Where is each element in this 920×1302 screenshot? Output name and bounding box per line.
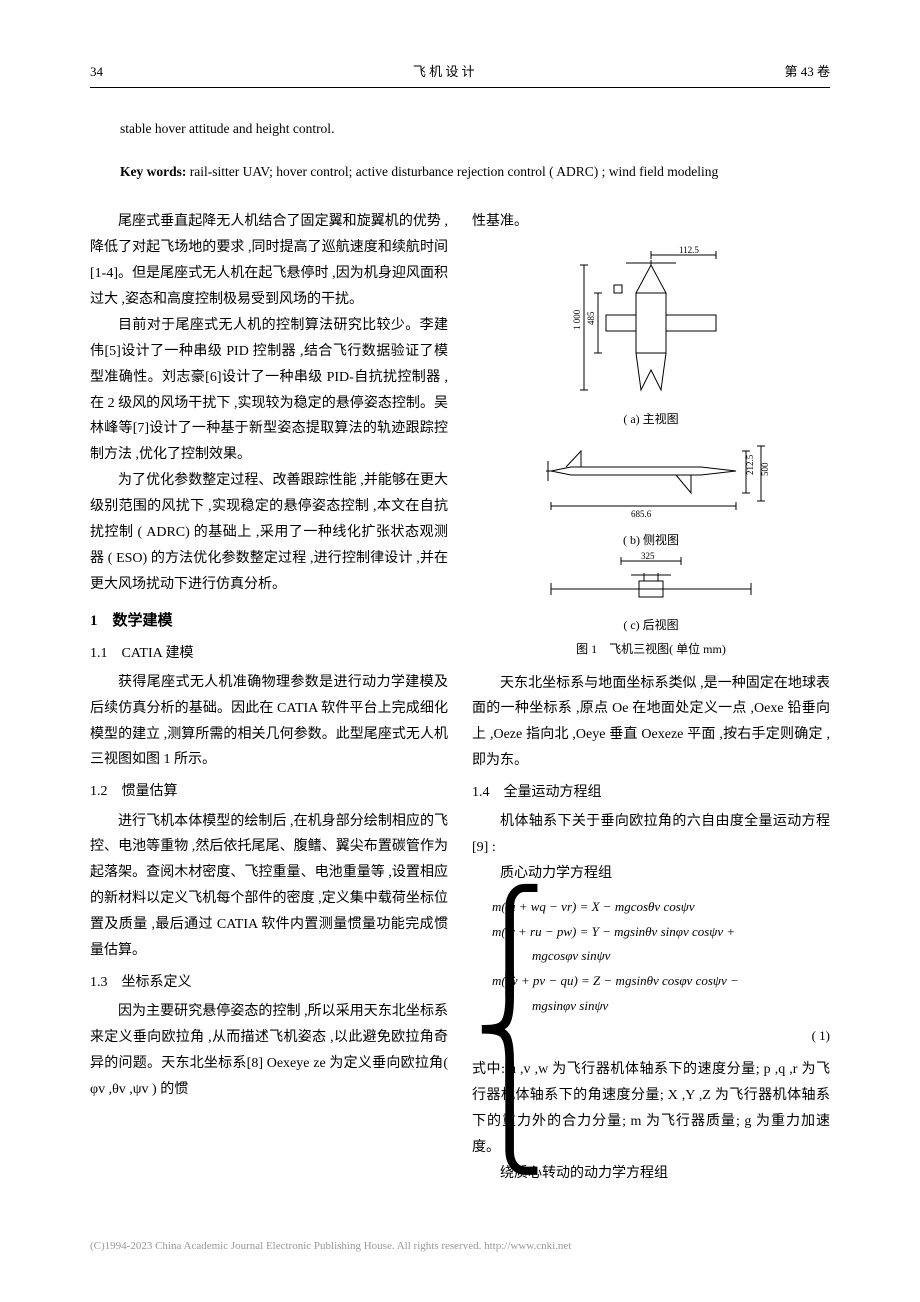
eq1-number: ( 1) [812, 1024, 830, 1049]
keywords-text: rail-sitter UAV; hover control; active d… [186, 164, 718, 179]
journal-title: 飞 机 设 计 [413, 60, 475, 83]
section-1-3-p: 因为主要研究悬停姿态的控制 ,所以采用天东北坐标系来定义垂向欧拉角 ,从而描述飞… [90, 999, 448, 1103]
section-1-4-p1: 机体轴系下关于垂向欧拉角的六自由度全量运动方程[9] : [472, 809, 830, 861]
section-1-title: 1 数学建模 [90, 608, 448, 635]
dim-bottom-b: 685.6 [631, 509, 652, 519]
section-1-4-p2: 质心动力学方程组 [472, 861, 830, 887]
keywords-label: Key words: [120, 164, 186, 179]
abstract-continuation: stable hover attitude and height control… [90, 118, 830, 141]
page-footer: (C)1994-2023 China Academic Journal Elec… [90, 1237, 830, 1257]
figure-1a-svg: 112.5 1 000 485 [536, 245, 766, 405]
page-header: 34 飞 机 设 计 第 43 卷 [90, 60, 830, 88]
right-p1: 天东北坐标系与地面坐标系类似 ,是一种固定在地球表面的一种坐标系 ,原点 Oe … [472, 671, 830, 775]
section-1-3-title: 1.3 坐标系定义 [90, 970, 448, 995]
intro-p1: 尾座式垂直起降无人机结合了固定翼和旋翼机的优势 ,降低了对起飞场地的要求 ,同时… [90, 209, 448, 313]
section-1-2-p: 进行飞机本体模型的绘制后 ,在机身部分绘制相应的飞控、电池等重物 ,然后依托尾尾… [90, 809, 448, 964]
section-1-1-title: 1.1 CATIA 建模 [90, 641, 448, 666]
figure-1c-caption: ( c) 后视图 [472, 615, 830, 637]
figure-1b-svg: 212.5 500 685.6 [521, 431, 781, 526]
figure-1c-svg: 325 [531, 551, 771, 611]
page-number: 34 [90, 60, 103, 83]
volume: 第 43 卷 [784, 60, 830, 83]
abstract-text: stable hover attitude and height control… [120, 121, 334, 136]
section-1-2-title: 1.2 惯量估算 [90, 779, 448, 804]
figure-1: 112.5 1 000 485 [472, 245, 830, 660]
figure-1-main-caption: 图 1 飞机三视图( 单位 mm) [472, 639, 830, 661]
section-1-1-p: 获得尾座式无人机准确物理参数是进行动力学建模及后续仿真分析的基础。因此在 CAT… [90, 670, 448, 774]
dim-top-c: 325 [641, 551, 655, 561]
two-column-body: 尾座式垂直起降无人机结合了固定翼和旋翼机的优势 ,降低了对起飞场地的要求 ,同时… [90, 209, 830, 1186]
intro-p2: 目前对于尾座式无人机的控制算法研究比较少。李建伟[5]设计了一种串级 PID 控… [90, 313, 448, 468]
equation-1: ⎧⎨⎩ m( u̇ + wq − vr) = X − mgcosθv cosψv… [472, 895, 830, 1049]
keywords: Key words: rail-sitter UAV; hover contro… [90, 161, 830, 184]
section-1-4-title: 1.4 全量运动方程组 [472, 780, 830, 805]
brace-icon: ⎧⎨⎩ [474, 895, 488, 1049]
dim-left-outer: 1 000 [572, 309, 582, 330]
right-p0: 性基准。 [472, 209, 830, 235]
dim-left-inner: 485 [586, 311, 596, 325]
dim-right-outer: 500 [760, 462, 770, 476]
dim-top: 112.5 [679, 245, 699, 255]
right-column: 性基准。 112.5 1 000 485 [472, 209, 830, 1186]
figure-1a-caption: ( a) 主视图 [472, 409, 830, 431]
dim-right-inner: 212.5 [745, 454, 755, 475]
figure-1b-caption: ( b) 侧视图 [472, 530, 830, 552]
left-column: 尾座式垂直起降无人机结合了固定翼和旋翼机的优势 ,降低了对起飞场地的要求 ,同时… [90, 209, 448, 1186]
intro-p3: 为了优化参数整定过程、改善跟踪性能 ,并能够在更大级别范围的风扰下 ,实现稳定的… [90, 468, 448, 597]
